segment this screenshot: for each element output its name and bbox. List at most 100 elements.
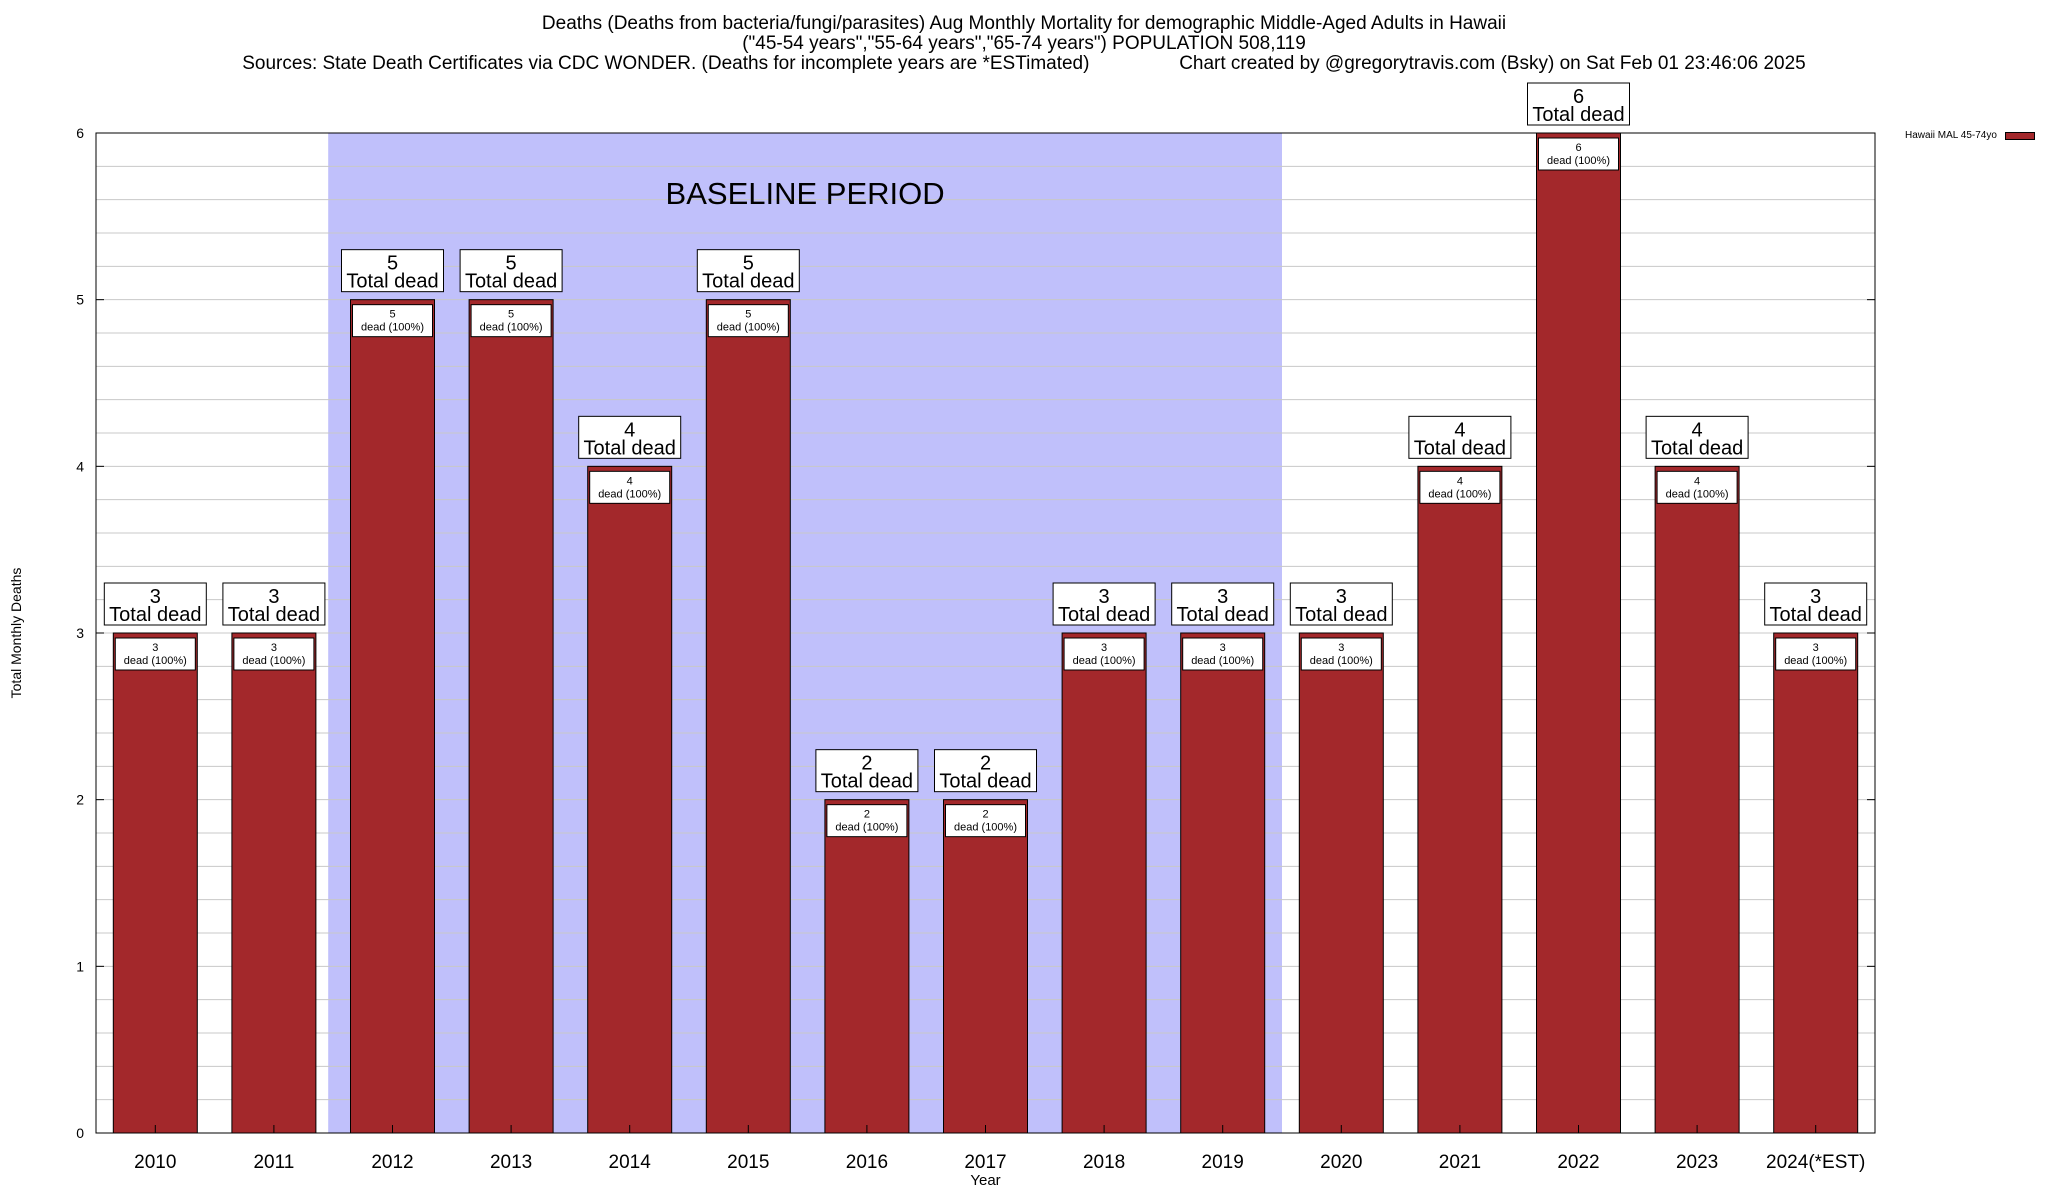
inner-label-box [114,637,196,671]
total-label-value: 2 [980,753,991,775]
y-tick-label: 0 [76,1125,84,1141]
total-label-box [1052,582,1156,626]
inner-label-text: dead (100%) [1073,655,1136,667]
inner-label-text: dead (100%) [598,488,661,500]
total-label-box [696,249,800,293]
inner-label-box [1538,137,1619,171]
x-tick-label: 2018 [1083,1152,1125,1173]
inner-label-text: dead (100%) [717,322,780,334]
inner-label-value: 4 [627,475,633,487]
inner-label-box [1419,470,1501,504]
inner-label-box [826,804,908,838]
legend-swatch [2004,131,2035,140]
bar [231,632,317,1134]
x-tick-label: 2020 [1320,1152,1362,1173]
inner-label-value: 3 [1220,642,1226,654]
y-tick-label: 5 [76,292,84,308]
total-label-box [578,415,682,459]
total-label-box [1764,582,1868,626]
chart-title-block: Deaths (Deaths from bacteria/fungi/paras… [0,14,2048,74]
inner-label-text: dead (100%) [1191,655,1254,667]
total-label-text: Total dead [584,437,676,459]
legend-label: Hawaii MAL 45-74yo [1905,130,1997,141]
total-label-text: Total dead [821,771,913,793]
total-label-text: Total dead [346,271,438,293]
x-tick-label: 2010 [134,1152,176,1173]
total-label-value: 3 [1099,586,1110,608]
inner-label-value: 2 [864,809,870,821]
bar [350,299,435,1134]
total-label-box [103,582,207,626]
total-label-value: 5 [506,253,517,275]
total-label-box [222,582,326,626]
inner-label-value: 3 [1101,642,1107,654]
total-label-box [1645,415,1749,459]
x-tick-label: 2022 [1557,1152,1599,1173]
inner-label-value: 6 [1575,142,1581,154]
inner-label-value: 4 [1694,475,1700,487]
x-tick-label: 2015 [727,1152,769,1173]
x-tick-label: 2024(*EST) [1766,1152,1865,1173]
inner-label-box [1300,637,1382,671]
inner-label-box [1775,637,1857,671]
legend: Hawaii MAL 45-74yo [1905,130,2035,141]
total-label-text: Total dead [1058,604,1150,626]
x-tick-label: 2014 [609,1152,652,1173]
x-tick-label: 2017 [964,1152,1006,1173]
total-label-box [1408,415,1512,459]
total-label-text: Total dead [465,271,557,293]
bar [1061,632,1147,1134]
total-label-text: Total dead [109,604,201,626]
x-tick-label: 2011 [253,1152,294,1173]
y-tick-label: 2 [76,792,84,808]
inner-label-value: 2 [982,809,988,821]
total-label-value: 5 [743,253,754,275]
x-tick-label: 2012 [371,1152,413,1173]
inner-label-text: dead (100%) [1310,655,1373,667]
inner-label-box [1182,637,1264,671]
inner-label-text: dead (100%) [124,655,187,667]
bar [1298,632,1384,1134]
x-tick-label: 2023 [1676,1152,1718,1173]
inner-label-text: dead (100%) [1547,155,1610,167]
total-label-box [815,749,919,793]
bar [468,299,554,1134]
y-tick-label: 6 [76,125,84,141]
inner-label-box [1656,470,1738,504]
inner-label-box [470,304,552,338]
inner-label-text: dead (100%) [361,322,424,334]
total-label-box [1171,582,1275,626]
total-label-box [459,249,563,293]
total-label-value: 4 [1692,419,1703,441]
bar [1417,465,1503,1134]
total-label-value: 4 [1454,419,1465,441]
inner-label-box [233,637,315,671]
chart-title: Deaths (Deaths from bacteria/fungi/paras… [541,13,1507,34]
inner-label-text: dead (100%) [835,822,898,834]
bar [824,799,910,1134]
total-label-text: Total dead [1414,437,1506,459]
inner-label-box [589,470,671,504]
total-label-value: 3 [1810,586,1821,608]
bar [587,465,673,1134]
y-tick-label: 4 [76,458,84,474]
bar [1773,632,1859,1134]
total-label-box [1527,82,1630,126]
total-label-text: Total dead [1770,604,1862,626]
total-label-text: Total dead [1532,104,1624,126]
baseline-period-label: BASELINE PERIOD [666,176,945,211]
chart-source-line: Sources: State Death Certificates via CD… [242,53,1806,74]
x-axis-title: Year [970,1172,1000,1189]
total-label-text: Total dead [1651,437,1743,459]
inner-label-box [352,304,433,338]
chart-subtitle: ("45-54 years","55-64 years","65-74 year… [742,33,1306,54]
inner-label-value: 5 [389,309,395,321]
inner-label-box [707,304,789,338]
x-tick-label: 2016 [846,1152,888,1173]
inner-label-value: 3 [1813,642,1819,654]
inner-label-text: dead (100%) [1428,488,1491,500]
total-label-box [1289,582,1393,626]
y-axis-title: Total Monthly Deaths [8,568,24,699]
total-label-text: Total dead [1177,604,1269,626]
total-label-value: 3 [150,586,161,608]
